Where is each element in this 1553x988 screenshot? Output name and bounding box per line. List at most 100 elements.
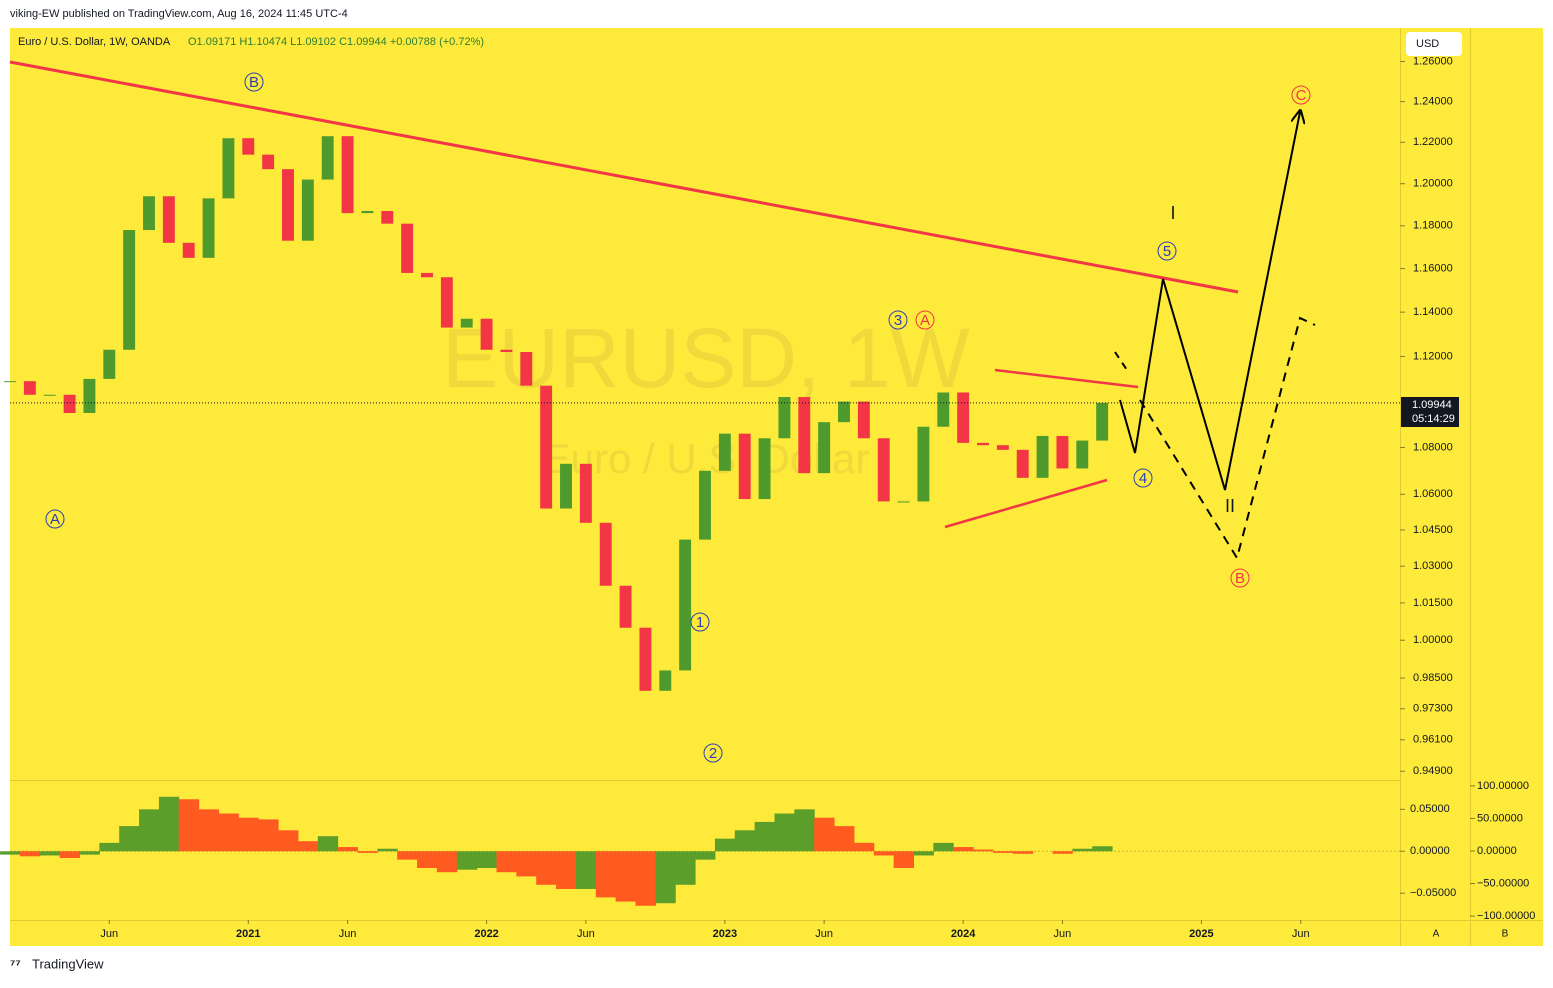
candle xyxy=(341,136,354,214)
triangle-upper xyxy=(994,368,1139,389)
osc-tick-label: 0.05000 xyxy=(1410,803,1450,815)
wave-circle xyxy=(703,743,723,763)
axis-border xyxy=(1400,28,1401,946)
wave-label: C xyxy=(1296,87,1307,104)
candle xyxy=(659,670,672,691)
candle xyxy=(540,385,553,509)
currency-label: USD xyxy=(1416,38,1439,50)
osc-bar xyxy=(754,821,775,852)
candle xyxy=(162,196,175,243)
osc-bar xyxy=(456,851,478,870)
osc-bar xyxy=(238,817,259,852)
candle xyxy=(460,318,473,328)
projection-main xyxy=(1119,112,1300,491)
y-tick-label: 0.97300 xyxy=(1413,703,1453,715)
wave-circle xyxy=(1133,468,1153,488)
y-tick-label: 1.20000 xyxy=(1413,178,1453,190)
osc-bar xyxy=(953,847,974,852)
osc-y2-tick-label: 50.00000 xyxy=(1477,812,1523,824)
wave-label: 5 xyxy=(1163,243,1171,260)
osc-bar xyxy=(178,799,200,852)
last-price-label: 1.09944 xyxy=(1412,399,1452,411)
y-tick-label: 1.22000 xyxy=(1413,136,1453,148)
pane-border xyxy=(10,780,1400,781)
candle xyxy=(798,397,811,474)
wave-label: II xyxy=(1225,496,1235,516)
publisher: viking-EW published on TradingView.com, … xyxy=(10,8,348,20)
candle xyxy=(818,422,831,474)
candle xyxy=(679,539,692,671)
osc-bar xyxy=(853,842,875,852)
osc-bar xyxy=(873,851,895,856)
osc-bar xyxy=(615,851,636,902)
candle xyxy=(43,394,56,396)
osc-bar xyxy=(595,851,617,898)
y-tick-label: 0.94900 xyxy=(1413,765,1453,777)
footer-brand: TradingView xyxy=(32,956,104,971)
currency-button[interactable] xyxy=(1406,32,1462,56)
y-tick-label: 1.26000 xyxy=(1413,55,1453,67)
candle xyxy=(599,522,612,586)
price-label-box xyxy=(1401,397,1459,427)
y-tick-label: 1.14000 xyxy=(1413,306,1453,318)
x-tick-label: 2022 xyxy=(474,928,498,940)
osc-bar xyxy=(278,830,299,852)
osc-bar xyxy=(19,851,41,857)
osc-bar xyxy=(139,809,160,852)
candle xyxy=(738,433,751,500)
wave-label: 3 xyxy=(894,312,902,329)
x-tick-label: Jun xyxy=(815,928,833,940)
scale-button[interactable]: B xyxy=(1502,929,1509,940)
osc-bar xyxy=(1072,848,1093,852)
osc-bar xyxy=(357,851,378,853)
wave-circle xyxy=(1230,568,1250,588)
candle xyxy=(897,501,910,503)
osc-bar xyxy=(814,817,835,852)
y-tick-label: 1.24000 xyxy=(1413,96,1453,108)
osc-bar xyxy=(297,841,319,852)
candle xyxy=(321,136,334,180)
osc-bar xyxy=(575,851,597,889)
legend: Euro / U.S. Dollar, 1W, OANDA xyxy=(18,36,171,48)
osc-bar xyxy=(158,796,180,852)
candle xyxy=(381,210,394,224)
osc-bar xyxy=(1052,851,1073,854)
osc-bar xyxy=(377,848,398,852)
candle xyxy=(937,392,950,427)
osc-tick-label: 0.00000 xyxy=(1410,845,1450,857)
candle xyxy=(182,242,195,258)
scale-button[interactable]: A xyxy=(1433,929,1440,940)
candle xyxy=(500,349,513,352)
countdown: 05:14:29 xyxy=(1412,413,1455,425)
wave-label: B xyxy=(1235,570,1245,587)
chart-background xyxy=(10,28,1543,946)
candle xyxy=(83,378,96,413)
osc-bar xyxy=(337,847,358,852)
osc-bar xyxy=(655,851,676,904)
x-tick-label: Jun xyxy=(339,928,357,940)
osc-bar xyxy=(695,851,716,860)
candle xyxy=(857,401,870,439)
candle xyxy=(778,397,791,439)
osc-tick-label: −0.05000 xyxy=(1410,887,1456,899)
footer-logo: ⁷⁷ xyxy=(10,956,21,971)
candle xyxy=(262,154,275,170)
candle xyxy=(63,394,76,413)
candle xyxy=(699,470,711,540)
osc-bar xyxy=(198,809,219,852)
y-tick-label: 1.03000 xyxy=(1413,560,1453,572)
candle xyxy=(480,318,493,350)
y-tick-label: 1.18000 xyxy=(1413,220,1453,232)
candle xyxy=(143,196,155,231)
candle xyxy=(23,381,36,395)
candle xyxy=(440,277,453,328)
osc-bar xyxy=(397,851,418,860)
osc-bar xyxy=(258,819,279,852)
wave-label: 1 xyxy=(696,614,704,631)
candle xyxy=(4,381,16,383)
candle xyxy=(242,138,255,155)
osc-bar xyxy=(39,851,61,856)
candle xyxy=(361,210,374,214)
osc-bar xyxy=(0,851,21,855)
y-tick-label: 1.08000 xyxy=(1413,441,1453,453)
